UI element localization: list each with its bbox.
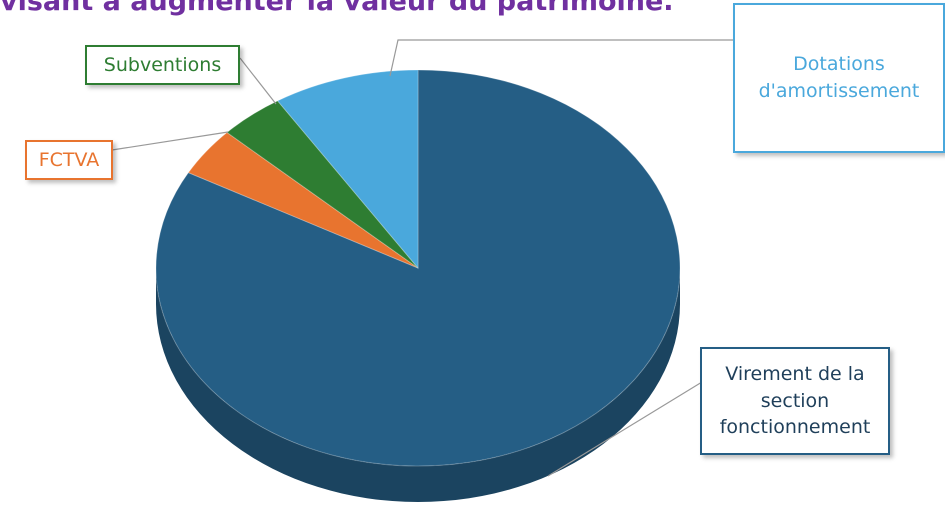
leader-lines [111, 39, 733, 477]
leader-line [111, 131, 229, 151]
slice-label: Virement de la section fonctionnement [700, 347, 890, 455]
slice-label: FCTVA [25, 140, 113, 180]
slice-label: Subventions [85, 45, 240, 85]
slice-side [156, 268, 680, 502]
slice-label: Dotations d'amortissement [733, 3, 945, 153]
pie [155, 69, 681, 502]
chart-title: visant à augmenter la valeur du patrimoi… [0, 0, 674, 17]
slice [276, 69, 419, 270]
leader-line [389, 39, 733, 77]
slice [155, 69, 681, 467]
leader-line [547, 381, 703, 477]
leader-line [239, 57, 277, 105]
